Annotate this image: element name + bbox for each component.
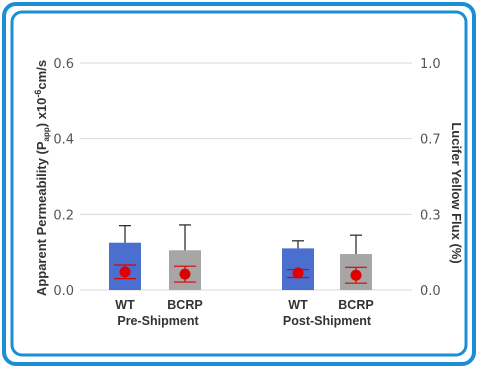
y-axis-label-before: Apparent Permeability (P <box>34 141 49 296</box>
x-category-label: BCRP <box>338 298 373 312</box>
y-axis-label-superscript: -6 <box>33 90 43 98</box>
flux-point <box>179 268 191 280</box>
y-tick-label-right: 0.3 <box>420 208 441 223</box>
x-category-label: BCRP <box>167 298 202 312</box>
inner-frame <box>10 10 468 357</box>
category-labels: WT BCRP WT BCRP Pre-Shipment Post-Shipment <box>115 298 373 328</box>
y-axis-label-middle: ) x10 <box>34 98 49 128</box>
x-category-label: WT <box>288 298 308 312</box>
y-tick-label-right: 1.0 <box>420 57 441 72</box>
flux-point <box>119 266 131 278</box>
y-tick-label-left: 0.2 <box>53 208 74 223</box>
flux-point <box>350 269 362 281</box>
y-tick-label-right: 0.0 <box>420 284 441 299</box>
y-tick-label-left: 0.6 <box>53 57 74 72</box>
flux-point <box>292 267 304 279</box>
tick-labels: 0.0 0.0 0.2 0.3 0.4 0.7 0.6 1.0 <box>53 57 440 299</box>
x-category-label: WT <box>115 298 135 312</box>
y-tick-label-left: 0.4 <box>53 133 74 148</box>
y-axis-label-right: Lucifer Yellow Flux (%) <box>449 122 464 263</box>
x-group-label: Pre-Shipment <box>117 314 199 328</box>
flux-points <box>119 266 362 281</box>
y-tick-label-left: 0.0 <box>53 284 74 299</box>
x-group-label: Post-Shipment <box>283 314 372 328</box>
y-axis-label-left: Apparent Permeability (Papp) x10-6cm/s <box>33 60 51 296</box>
bars <box>109 242 372 290</box>
y-axis-label-subscript: app <box>42 127 51 141</box>
y-axis-label-after: cm/s <box>34 60 49 90</box>
error-bars <box>114 224 367 284</box>
y-tick-label-right: 0.7 <box>420 133 441 148</box>
